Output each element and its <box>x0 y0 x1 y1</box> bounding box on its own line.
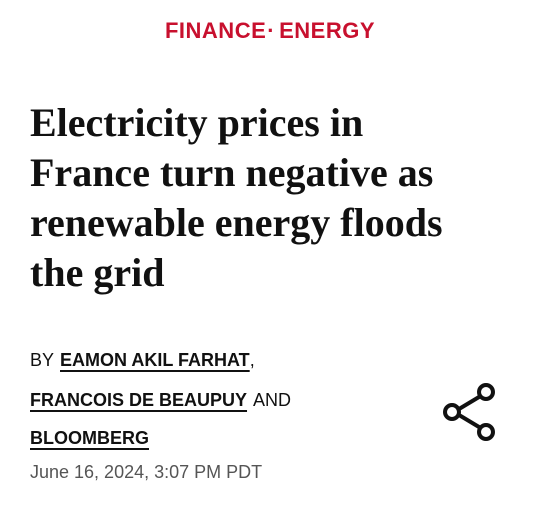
byline-line: BLOOMBERG <box>30 426 149 450</box>
conjunction: AND <box>253 390 292 410</box>
byline-line: BY EAMON AKIL FARHAT, <box>30 348 255 372</box>
headline-line: renewable energy floods <box>30 200 443 245</box>
headline-line: the grid <box>30 250 165 295</box>
publish-date: June 16, 2024, 3:07 PM PDT <box>30 462 263 482</box>
section-link[interactable]: ENERGY <box>279 18 376 43</box>
section-labels: FINANCE· ENERGY <box>0 18 540 44</box>
share-button[interactable] <box>440 380 500 444</box>
separator: · <box>267 18 276 43</box>
section-link[interactable]: FINANCE <box>164 18 267 43</box>
headline: Electricity prices in France turn negati… <box>30 98 530 298</box>
headline-line: France turn negative as <box>30 150 434 195</box>
headline-line: Electricity prices in <box>30 100 364 145</box>
byline-prefix: BY <box>30 350 55 370</box>
author-link[interactable]: EAMON AKIL FARHAT <box>60 350 250 370</box>
author-link[interactable]: BLOOMBERG <box>30 428 149 448</box>
byline-line: FRANCOIS DE BEAUPUY AND <box>30 388 291 412</box>
comma: , <box>249 350 255 370</box>
author-link[interactable]: FRANCOIS DE BEAUPUY <box>30 390 248 410</box>
